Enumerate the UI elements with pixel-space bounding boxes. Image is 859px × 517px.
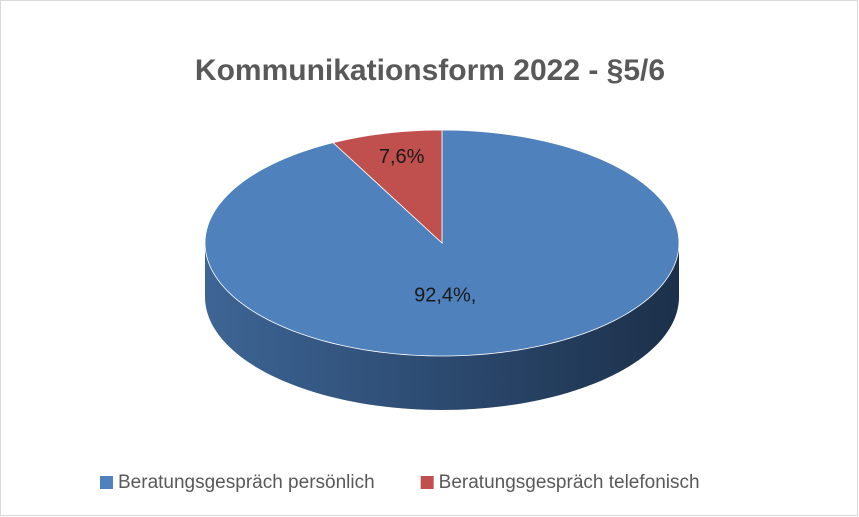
pie-slice <box>332 129 443 244</box>
legend-label: Beratungsgespräch persönlich <box>118 472 375 493</box>
legend-swatch <box>100 476 113 489</box>
data-label: 92,4%, <box>414 285 476 307</box>
legend-label: Beratungsgespräch telefonisch <box>439 472 700 493</box>
legend-swatch <box>420 476 434 489</box>
pie-side <box>205 243 679 410</box>
data-label: 7,6% <box>379 146 425 168</box>
chart-title: Kommunikationsform 2022 - §5/6 <box>195 54 665 87</box>
